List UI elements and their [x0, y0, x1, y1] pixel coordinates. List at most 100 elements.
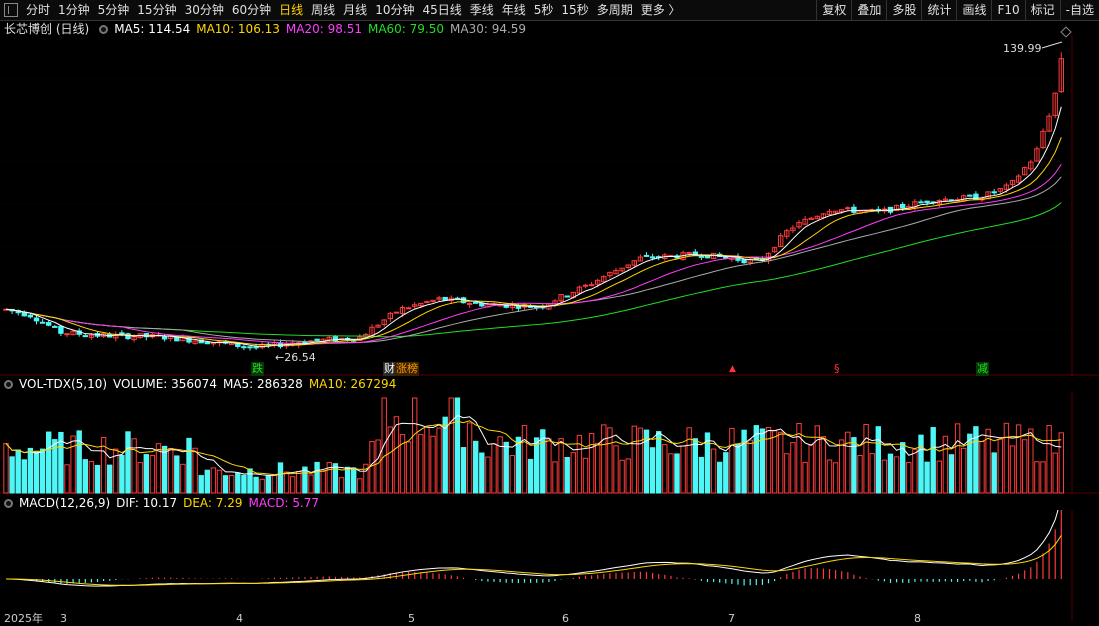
- candle-body: [186, 336, 192, 343]
- ma5-line: [5, 106, 1062, 348]
- period-tab[interactable]: 年线: [501, 3, 526, 17]
- candle-body: [436, 297, 442, 300]
- volume-bar: [9, 456, 15, 494]
- volume-bar: [662, 444, 668, 494]
- volume-bar: [997, 438, 1003, 494]
- volume-bar: [558, 438, 564, 494]
- period-tab[interactable]: 多周期: [596, 3, 633, 17]
- candle-body: [588, 284, 595, 287]
- volume-bar: [601, 424, 607, 494]
- period-tab[interactable]: 更多 〉: [640, 3, 681, 17]
- macd-chart[interactable]: [0, 510, 1099, 620]
- settings-dot-icon[interactable]: [99, 24, 109, 34]
- volume-settings-dot-icon[interactable]: [4, 379, 13, 389]
- volume-chart[interactable]: [0, 392, 1099, 494]
- candle-body: [1009, 180, 1016, 185]
- toolbar-button[interactable]: F10: [991, 0, 1024, 20]
- volume-bar: [405, 441, 412, 494]
- period-tab[interactable]: 10分钟: [375, 3, 415, 17]
- volume-bar: [784, 453, 790, 494]
- vol-indicator: VOL-TDX(5,10): [19, 377, 108, 391]
- volume-bar: [704, 432, 711, 494]
- vol-ma10-line: [5, 420, 1062, 476]
- period-tab[interactable]: 45日线: [422, 3, 462, 17]
- period-tab[interactable]: 分时: [26, 3, 51, 17]
- period-tab[interactable]: 15秒: [561, 3, 589, 17]
- candle-body: [613, 269, 619, 275]
- period-tab[interactable]: 季线: [469, 3, 494, 17]
- volume-bar: [832, 462, 839, 494]
- period-tab[interactable]: 周线: [311, 3, 336, 17]
- volume-bar: [15, 449, 21, 494]
- volume-bar: [283, 471, 290, 494]
- toolbar-button[interactable]: 复权: [816, 0, 851, 20]
- volume-bar: [631, 425, 637, 494]
- volume-bar: [241, 474, 247, 494]
- volume-bar: [76, 430, 82, 494]
- volume-bar: [137, 462, 143, 494]
- period-tab[interactable]: 60分钟: [231, 3, 272, 17]
- toolbar-button[interactable]: 统计: [921, 0, 956, 20]
- volume-bar: [381, 397, 387, 494]
- volume-bar: [967, 433, 973, 494]
- marker-section[interactable]: §: [834, 362, 840, 375]
- period-tab[interactable]: 日线: [279, 3, 304, 17]
- volume-bar: [936, 460, 942, 494]
- toolbar-button[interactable]: -自选: [1059, 0, 1099, 20]
- volume-bar: [290, 476, 296, 494]
- volume-bar: [107, 464, 113, 494]
- macd-dif: DIF: 10.17: [116, 496, 178, 510]
- volume-bar: [332, 463, 339, 494]
- volume-bar: [582, 457, 589, 494]
- volume-bar: [985, 428, 991, 494]
- volume-bar: [991, 452, 997, 494]
- volume-bar: [436, 427, 442, 494]
- candle-body: [942, 198, 949, 201]
- period-tab[interactable]: 5秒: [533, 3, 554, 17]
- toolbar-button[interactable]: 标记: [1024, 0, 1060, 20]
- volume-bar: [845, 431, 851, 494]
- volume-bar: [509, 455, 516, 494]
- volume-bar: [857, 454, 863, 494]
- period-tab[interactable]: 5分钟: [97, 3, 130, 17]
- period-tab[interactable]: 月线: [343, 3, 368, 17]
- volume-bar: [479, 452, 485, 494]
- candle-body: [997, 188, 1003, 192]
- candle-body: [473, 301, 479, 304]
- sidebar-toggle-icon[interactable]: [4, 3, 18, 17]
- volume-bar: [473, 440, 479, 494]
- volume-bar: [296, 470, 302, 494]
- period-tab[interactable]: 30分钟: [184, 3, 224, 17]
- volume-bar: [27, 447, 34, 494]
- ma60-label: MA60: 79.50: [367, 22, 445, 36]
- date-axis-label: 5: [408, 612, 415, 625]
- volume-bar: [930, 427, 936, 494]
- volume-bar: [515, 436, 522, 494]
- candlestick-chart[interactable]: [0, 36, 1099, 376]
- volume-bar: [1015, 424, 1022, 494]
- candle-body: [58, 325, 64, 334]
- candle-body: [802, 218, 808, 225]
- main-chart-header: 长芯博创 (日线) MA5: 114.54 MA10: 106.13 MA20:…: [0, 21, 532, 37]
- volume-bar: [954, 423, 961, 494]
- volume-bar: [790, 442, 796, 494]
- marker-arrow-icon[interactable]: ▲: [729, 364, 736, 374]
- period-tab[interactable]: 15分钟: [137, 3, 177, 17]
- toolbar-button[interactable]: 叠加: [851, 0, 886, 20]
- macd-settings-dot-icon[interactable]: [4, 498, 13, 508]
- volume-bar: [39, 448, 46, 494]
- marker-finance[interactable]: 财: [383, 362, 396, 376]
- period-tab[interactable]: 1分钟: [58, 3, 90, 17]
- candle-body: [253, 346, 259, 349]
- toolbar-button[interactable]: 画线: [956, 0, 991, 20]
- ma60-line: [5, 202, 1062, 338]
- volume-bar: [412, 397, 418, 494]
- candle-body: [70, 330, 76, 336]
- toolbar-button[interactable]: 多股: [886, 0, 921, 20]
- date-axis-label: 6: [562, 612, 569, 625]
- marker-reduce[interactable]: 减: [976, 362, 989, 376]
- marker-fall[interactable]: 跌: [251, 362, 264, 376]
- candle-body: [314, 338, 320, 341]
- volume-bar: [759, 428, 766, 494]
- marker-rank[interactable]: 涨榜: [395, 362, 419, 376]
